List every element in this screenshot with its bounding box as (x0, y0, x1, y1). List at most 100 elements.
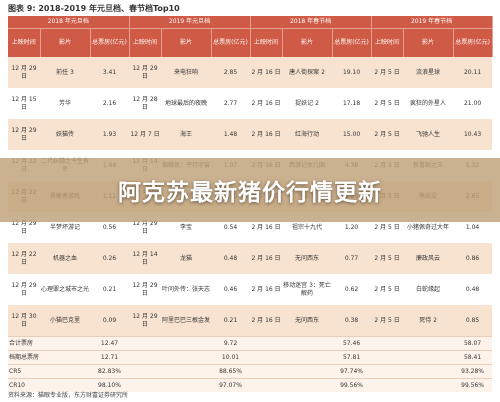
cell: 流浪星球 (403, 57, 454, 88)
cell: 0.48 (211, 243, 251, 274)
cell: 12 月 22 日 (8, 243, 40, 274)
cell: 0.56 (102, 223, 117, 231)
cell: 死侍 2 (403, 305, 454, 337)
group-header: 2019 年春节档 (371, 16, 493, 29)
cell: 0.54 (223, 223, 238, 231)
cell: 2 月 16 日 (251, 223, 281, 231)
cell: 0.46 (223, 285, 238, 293)
summary-spacer (129, 350, 211, 365)
column-header: 上映时间 (129, 28, 162, 57)
cell: 1.48 (211, 119, 251, 150)
cell: 2 月 16 日 (251, 99, 281, 107)
summary-value: 97.74% (332, 364, 372, 379)
column-header: 上映时间 (250, 28, 283, 57)
cell: 2 月 5 日 (371, 57, 404, 88)
cell: 19.10 (332, 57, 372, 88)
cell: 0.38 (332, 305, 372, 337)
summary-value: 99.56% (332, 378, 372, 392)
cell: 2 月 5 日 (374, 99, 400, 107)
cell: 飞驰人生 (403, 119, 454, 150)
cell: 海王 (161, 119, 211, 150)
table-title: 图表 9: 2018-2019 年元旦档、春节档Top10 (8, 4, 180, 13)
cell: 祖宗十九代 (292, 223, 323, 231)
summary-spacer (129, 378, 211, 392)
summary-label: 合计票房 (8, 336, 90, 351)
summary-spacer (371, 336, 454, 351)
cell: 2 月 16 日 (250, 243, 283, 274)
cell: 0.62 (344, 285, 359, 293)
group-header-row: 2018 年元旦档 2019 年元旦档 2018 年春节档 2019 年春节档 (8, 16, 493, 29)
summary-spacer (371, 350, 454, 365)
cell: 2.16 (102, 99, 117, 107)
summary-value: 58.41 (453, 350, 493, 365)
summary-value: 98.10% (90, 378, 129, 392)
banner-text: 阿克苏最新猪价行情更新 (118, 180, 382, 206)
data-row: 12 月 22 日机器之血 0.26 12 月 14 日龙猫 0.48 2 月 16 日… (8, 243, 493, 274)
summary-value: 57.81 (332, 350, 372, 365)
cell: 17.18 (342, 99, 361, 107)
summary-spacer (371, 378, 454, 392)
cell: 来电狂响 (161, 57, 211, 88)
summary-spacer (129, 336, 211, 351)
cell: 唐人街探案 2 (282, 57, 333, 88)
column-header: 总票房(亿元) (90, 28, 130, 57)
cell: 0.26 (90, 243, 129, 274)
cell: 21.00 (463, 99, 482, 107)
summary-spacer (371, 364, 454, 379)
cell: 红海行动 (282, 119, 333, 150)
cell: 12 月 29 日 (129, 305, 161, 337)
summary-value: 12.71 (90, 350, 129, 365)
cell: 阿里巴巴三根金发 (161, 305, 211, 337)
cell: 0.85 (453, 305, 493, 337)
cell: 12 月 29 日 (8, 119, 40, 150)
cell: 半梦坏游记 (49, 223, 80, 231)
summary-spacer (250, 336, 333, 351)
summary-value: 97.07% (211, 378, 251, 392)
summary-label: 档期总票房 (8, 350, 90, 365)
cell: 无问西东 (282, 243, 333, 274)
cell: 12 月 29 日 (11, 219, 37, 235)
data-row: 12 月 15 日 芳华 2.16 12 月 28 日地球最后的夜晚 2.77 2 月 1… (8, 88, 492, 119)
summary-value: 10.01 (211, 350, 251, 365)
summary-spacer (129, 364, 211, 379)
cell: 李宝 (179, 223, 192, 231)
box-office-table: 2018 年元旦档 2019 年元旦档 2018 年春节档 2019 年春节档 上映时间… (8, 16, 493, 392)
summary-label: CR10 (8, 378, 90, 392)
source-note: 资料来源：猫眼专业版，东方财富证券研究所 (8, 392, 129, 399)
column-header: 影片 (282, 28, 333, 57)
summary-label: CR5 (8, 364, 90, 379)
group-header: 2019 年元旦档 (129, 16, 251, 29)
cell: 2 月 5 日 (371, 305, 404, 337)
data-row: 12 月 29 日 半梦坏游记 0.56 12 月 29 日 李宝 0.54 2 月 16 … (8, 212, 492, 243)
summary-spacer (250, 364, 333, 379)
summary-spacer (250, 350, 333, 365)
cell: 2.85 (211, 57, 251, 88)
summary-value: 88.65% (211, 364, 251, 379)
column-header: 上映时间 (371, 28, 404, 57)
column-header: 总票房(亿元) (332, 28, 372, 57)
cell: 1.04 (465, 223, 480, 231)
cell: 龙猫 (161, 243, 211, 274)
cell: 12 月 29 日 (132, 219, 158, 235)
cell: 捉妖记 2 (295, 99, 319, 107)
cell: 15.00 (332, 119, 372, 150)
cell: 12 月 7 日 (129, 119, 161, 150)
summary-value: 12.47 (90, 336, 129, 351)
cell: 0.77 (332, 243, 372, 274)
cell: 芳华 (58, 99, 71, 107)
summary-row: CR5 82.83% 88.65% 97.74% 93.28% (8, 364, 493, 379)
column-header: 上映时间 (8, 28, 41, 57)
cell: 小猪佩奇过大年 (407, 223, 450, 231)
cell: 无问西东 (282, 305, 333, 337)
cell: 妖猫传 (40, 119, 90, 150)
summary-row: 合计票房 12.47 9.72 57.46 58.07 (8, 336, 493, 351)
cell: 3.41 (90, 57, 129, 88)
cell: 叶问外传：张天志 (162, 285, 211, 293)
summary-value: 58.07 (453, 336, 493, 351)
data-row: 12 月 30 日小猫巴克里 0.09 12 月 29 日阿里巴巴三根金发 0.21 2… (8, 305, 493, 337)
cell: 0.09 (90, 305, 129, 337)
column-header: 总票房(亿元) (211, 28, 251, 57)
cell: 20.11 (453, 57, 493, 88)
cell: 12 月 29 日 (132, 281, 158, 297)
